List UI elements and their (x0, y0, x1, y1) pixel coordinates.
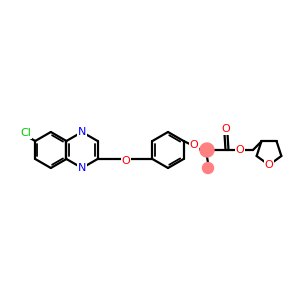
Text: Cl: Cl (20, 128, 32, 139)
Text: N: N (78, 163, 86, 173)
Text: O: O (236, 145, 244, 155)
Circle shape (202, 163, 214, 173)
Text: O: O (122, 156, 130, 166)
Text: O: O (189, 140, 198, 149)
Circle shape (200, 143, 214, 157)
Text: O: O (265, 160, 273, 170)
Text: O: O (222, 124, 230, 134)
Text: N: N (78, 127, 86, 137)
